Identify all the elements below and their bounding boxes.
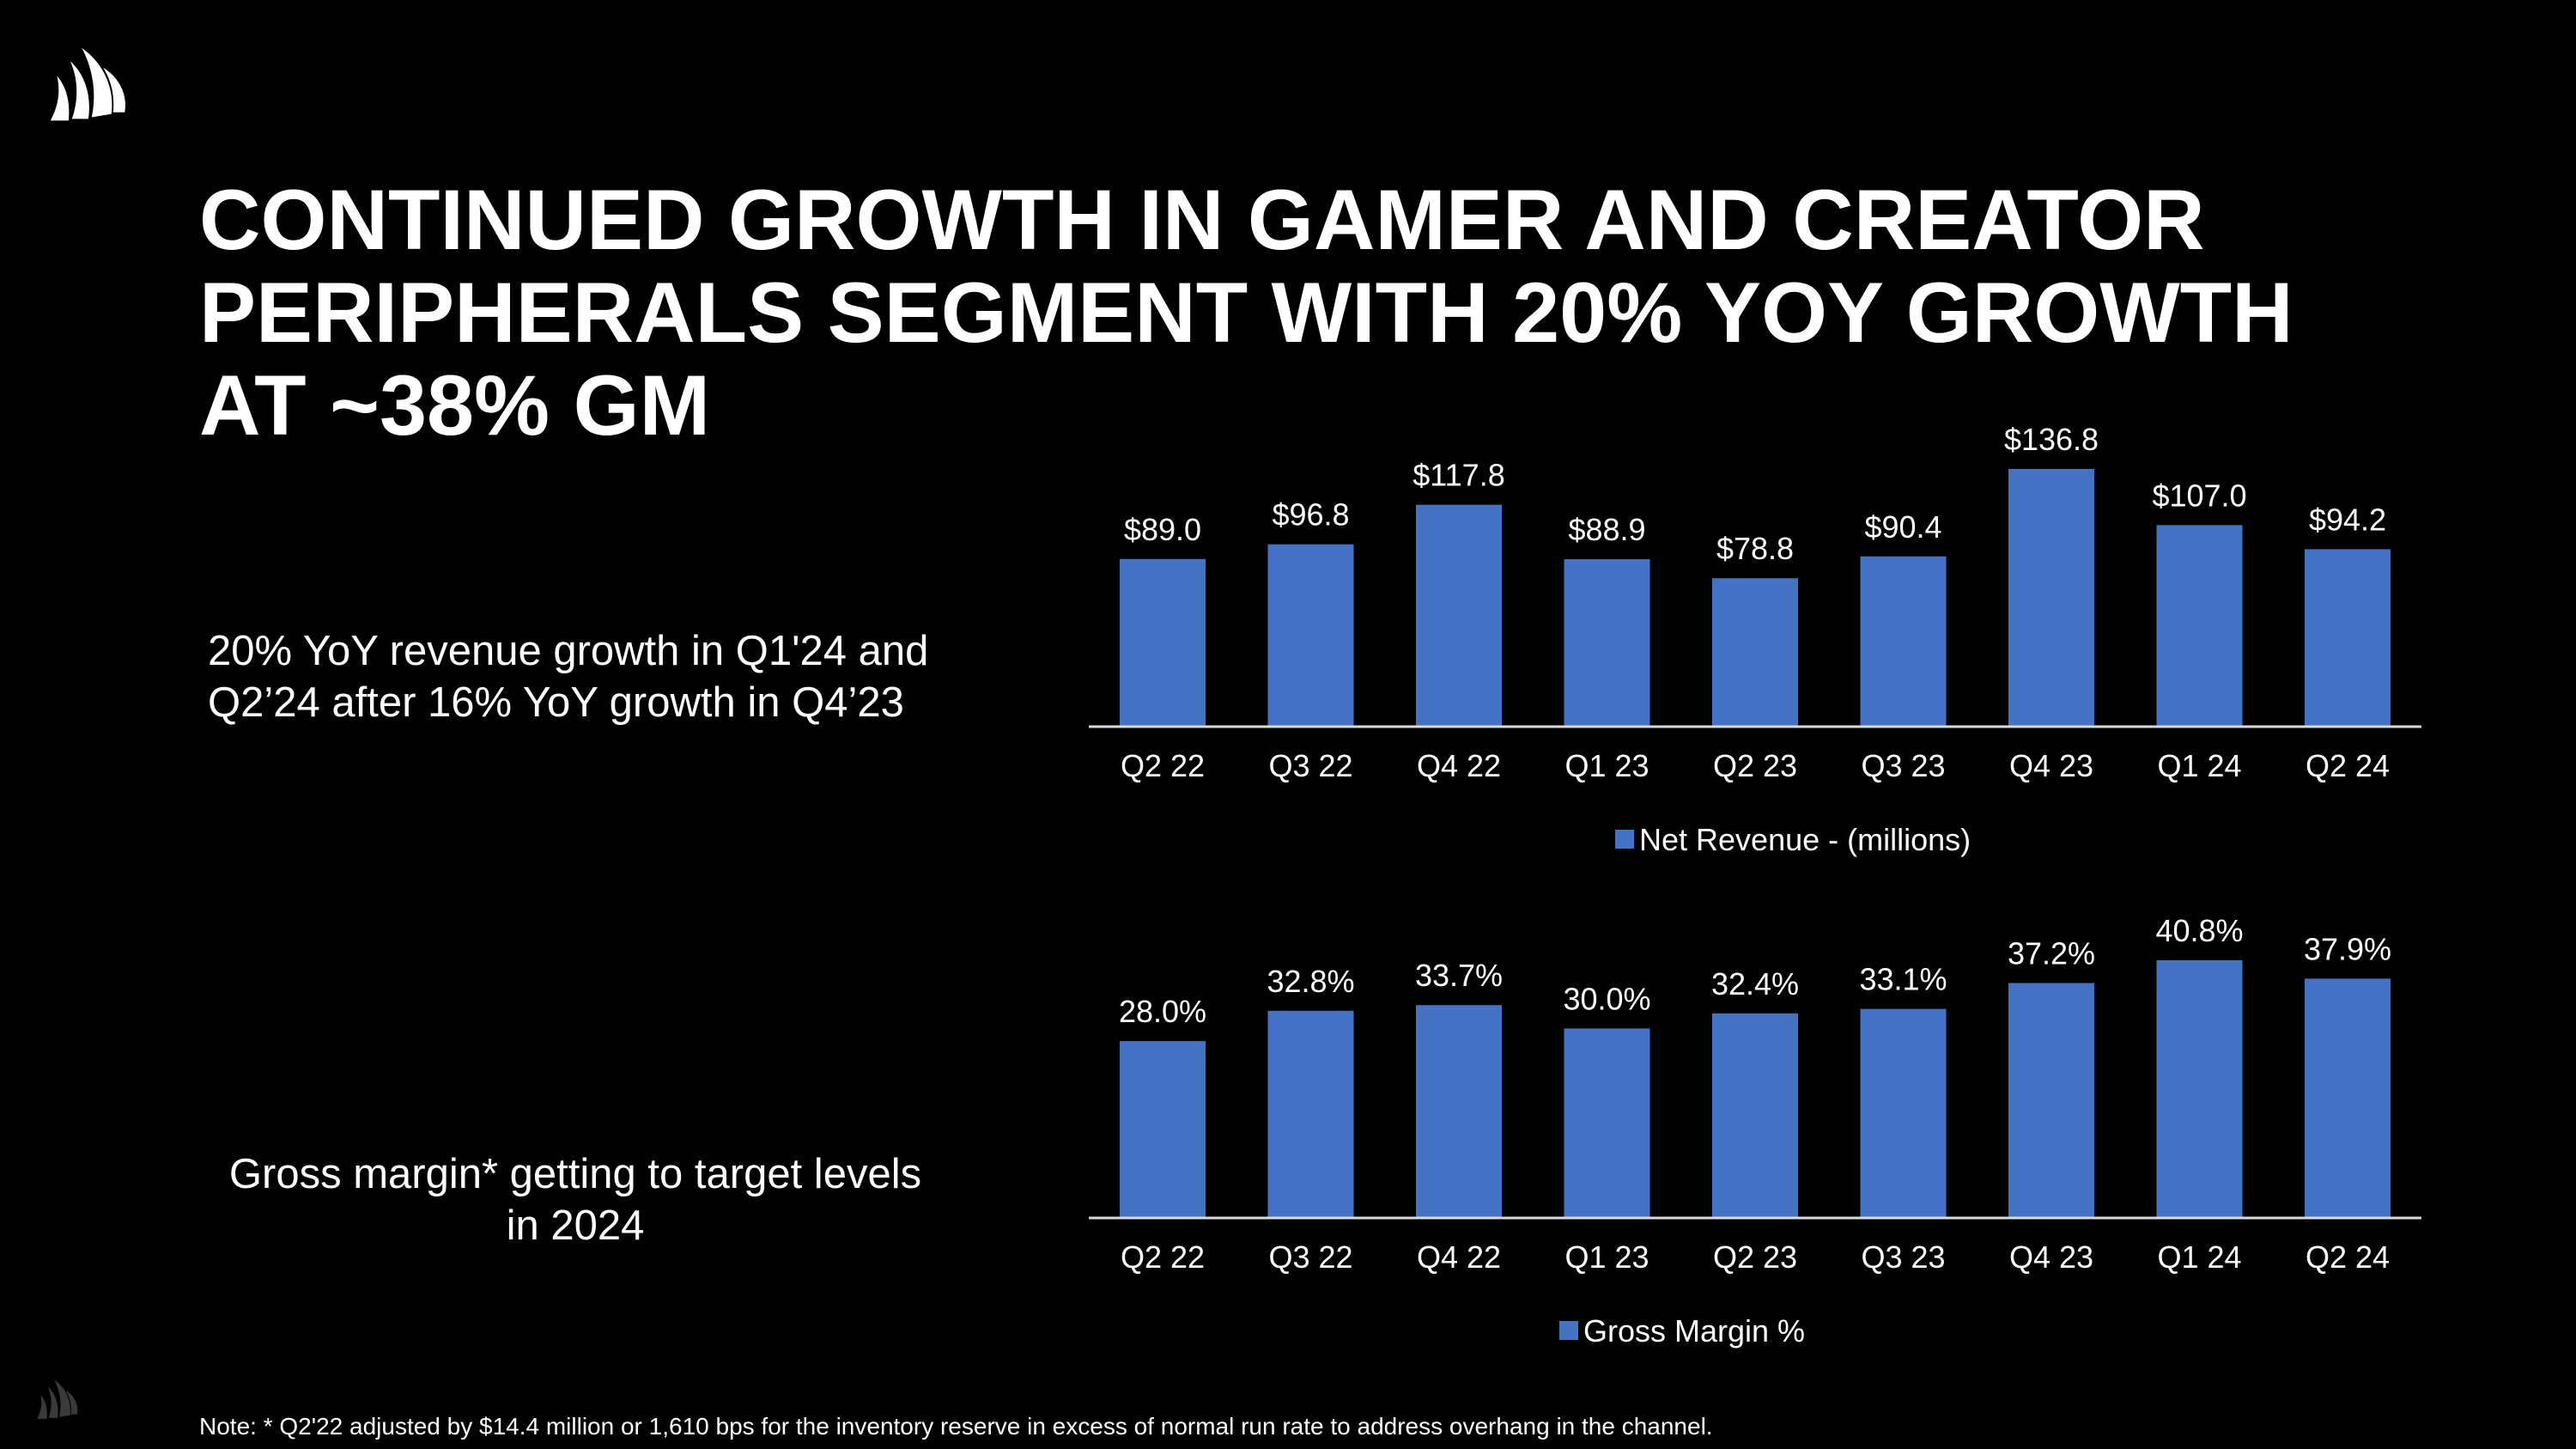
title-line-3: AT ~38% GM: [199, 357, 711, 453]
revenue-x-tick-label: Q1 24: [2157, 748, 2241, 783]
corsair-logo: [50, 47, 125, 121]
revenue-callout-line-1: 20% YoY revenue growth in Q1'24 and: [208, 628, 929, 674]
logo-sail-1: [50, 76, 70, 121]
margin-callout-line-2: in 2024: [506, 1202, 645, 1249]
margin-data-label: 33.7%: [1415, 958, 1503, 993]
margin-data-label: 32.8%: [1267, 964, 1354, 999]
revenue-bar: [2008, 469, 2094, 727]
revenue-bar: [1712, 578, 1798, 727]
margin-data-label: 30.0%: [1563, 981, 1650, 1016]
revenue-data-label: $88.9: [1568, 512, 1645, 547]
revenue-x-tick-label: Q2 23: [1713, 748, 1797, 783]
revenue-data-label: $136.8: [2004, 422, 2099, 457]
revenue-bar: [2156, 525, 2243, 727]
title-line-1: CONTINUED GROWTH IN GAMER AND CREATOR: [199, 172, 2205, 267]
margin-x-tick-label: Q3 23: [1861, 1239, 1945, 1275]
small-logo-sail-3: [53, 1379, 70, 1417]
margin-data-label: 37.9%: [2304, 931, 2391, 966]
margin-x-tick-label: Q1 24: [2157, 1239, 2241, 1275]
revenue-x-tick-label: Q4 22: [1417, 748, 1501, 783]
margin-data-label: 32.4%: [1711, 966, 1799, 1002]
logo-sail-2: [70, 61, 89, 119]
revenue-legend-swatch: [1615, 830, 1634, 849]
revenue-callout: 20% YoY revenue growth in Q1'24 and Q2’2…: [208, 625, 1066, 728]
corsair-logo-small: [37, 1379, 78, 1419]
revenue-data-label: $107.0: [2152, 478, 2246, 513]
logo-sail-3: [82, 47, 112, 118]
revenue-x-tick-label: Q4 23: [2009, 748, 2093, 783]
revenue-bar: [2305, 549, 2391, 727]
margin-x-tick-label: Q1 23: [1564, 1239, 1649, 1275]
margin-bar: [1416, 1005, 1502, 1218]
margin-bar: [2305, 978, 2391, 1218]
title-line-2: PERIPHERALS SEGMENT WITH 20% YOY GROWTH: [199, 265, 2293, 360]
margin-legend-label: Gross Margin %: [1583, 1313, 1805, 1349]
revenue-legend-label: Net Revenue - (millions): [1639, 822, 1971, 857]
margin-bar: [1860, 1008, 1947, 1218]
small-logo-sail-4: [65, 1390, 78, 1415]
revenue-x-tick-label: Q2 24: [2306, 748, 2390, 783]
margin-callout: Gross margin* getting to target levels i…: [172, 1148, 979, 1251]
revenue-bar: [1860, 556, 1947, 727]
margin-bar: [1120, 1041, 1206, 1218]
revenue-data-label: $78.8: [1716, 531, 1794, 566]
revenue-x-tick-label: Q3 23: [1861, 748, 1945, 783]
logo-sail-4: [103, 67, 125, 113]
revenue-data-label: $89.0: [1124, 512, 1201, 547]
revenue-data-label: $90.4: [1864, 509, 1941, 545]
revenue-callout-line-2: Q2’24 after 16% YoY growth in Q4’23: [208, 679, 904, 726]
gross-margin-chart: 28.0% Q2 22 32.8% Q3 22 33.7% Q4 22 30.0% Q1 23…: [1089, 919, 2421, 1349]
small-logo-sail-2: [47, 1386, 58, 1418]
revenue-x-tick-label: Q1 23: [1564, 748, 1649, 783]
margin-x-tick-label: Q3 22: [1268, 1239, 1352, 1275]
margin-data-label: 33.1%: [1859, 962, 1947, 997]
margin-bar: [2008, 983, 2094, 1218]
revenue-data-label: $94.2: [2309, 502, 2386, 537]
margin-data-label: 37.2%: [2008, 935, 2095, 971]
revenue-bar: [1416, 504, 1502, 727]
margin-callout-line-1: Gross margin* getting to target levels: [228, 1151, 922, 1197]
revenue-data-label: $96.8: [1272, 497, 1349, 533]
slide-title: CONTINUED GROWTH IN GAMER AND CREATOR PE…: [199, 174, 2432, 452]
margin-x-tick-label: Q4 23: [2009, 1239, 2093, 1275]
small-logo-sail-1: [37, 1394, 47, 1419]
margin-x-tick-label: Q4 22: [1417, 1239, 1501, 1275]
footnote: Note: * Q2'22 adjusted by $14.4 million …: [199, 1413, 1713, 1440]
margin-data-label: 28.0%: [1119, 994, 1206, 1029]
margin-x-tick-label: Q2 22: [1121, 1239, 1205, 1275]
revenue-data-label: $117.8: [1413, 458, 1504, 493]
margin-bar: [2156, 960, 2243, 1218]
revenue-x-tick-label: Q2 22: [1121, 748, 1205, 783]
margin-legend-swatch: [1559, 1321, 1578, 1340]
margin-x-tick-label: Q2 24: [2306, 1239, 2390, 1275]
revenue-bar: [1120, 558, 1206, 727]
margin-bar: [1267, 1010, 1354, 1218]
margin-data-label: 40.8%: [2155, 919, 2243, 948]
revenue-bar: [1564, 559, 1650, 727]
revenue-x-tick-label: Q3 22: [1268, 748, 1352, 783]
margin-x-tick-label: Q2 23: [1713, 1239, 1797, 1275]
net-revenue-chart: $89.0 Q2 22 $96.8 Q3 22 $117.8 Q4 22 $88.9 Q1 2…: [1089, 422, 2421, 857]
margin-bar: [1712, 1013, 1798, 1218]
margin-bar: [1564, 1028, 1650, 1218]
revenue-bar: [1267, 544, 1354, 727]
